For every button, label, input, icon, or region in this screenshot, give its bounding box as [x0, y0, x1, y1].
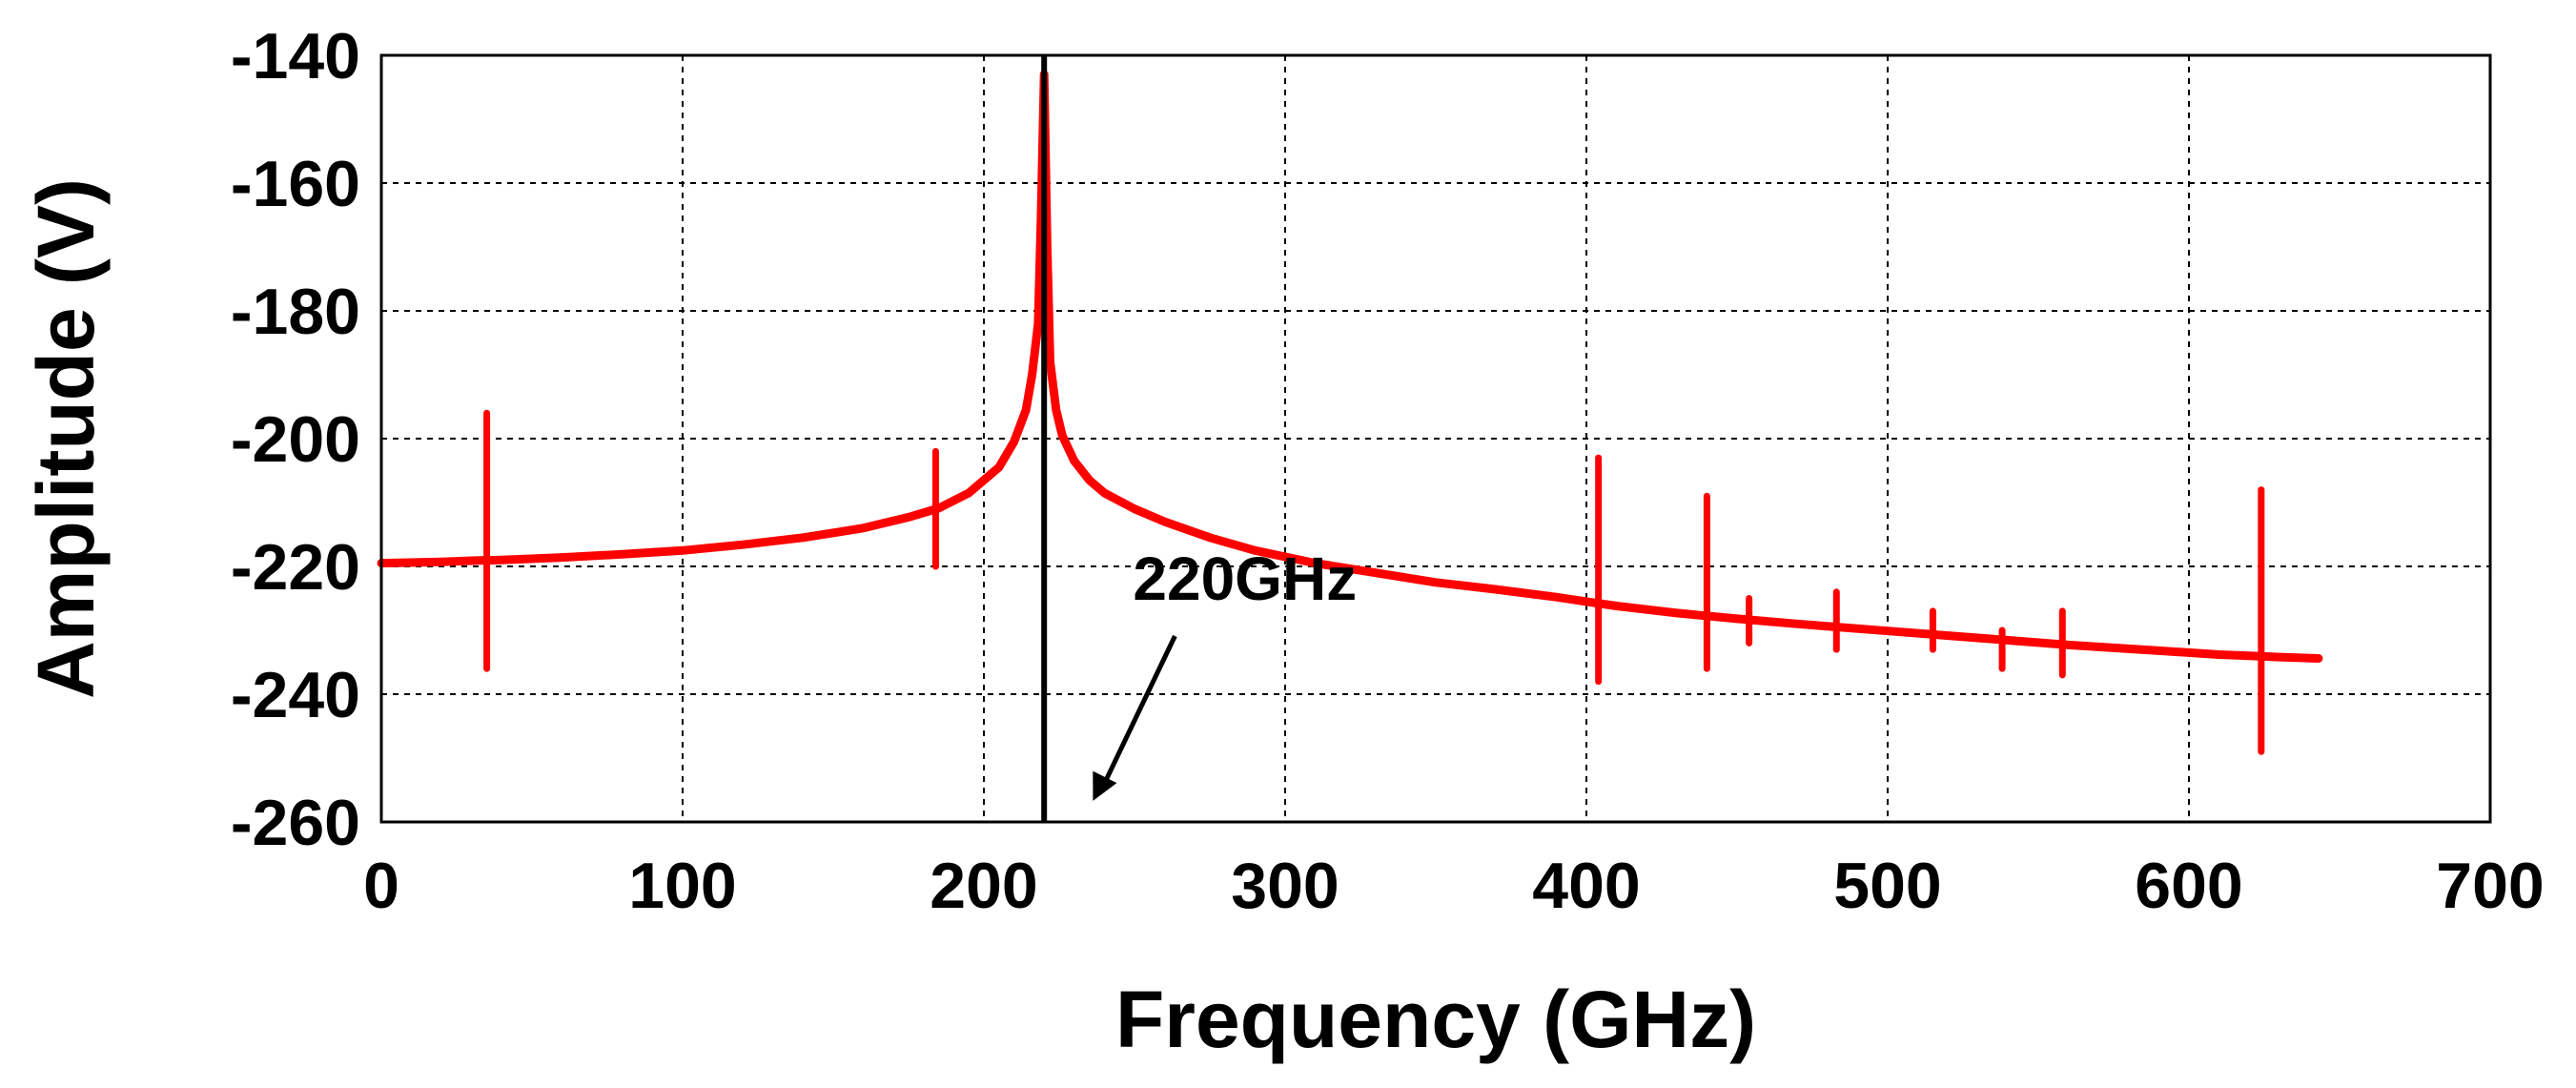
annotation-arrow-shaft [1100, 634, 1177, 789]
y-tick-label: -220 [231, 531, 360, 604]
y-axis-title: Amplitude (V) [21, 178, 111, 699]
y-tick-label: -260 [231, 787, 360, 859]
annotation-arrow-head [1093, 770, 1117, 801]
y-tick-label: -160 [231, 148, 360, 220]
x-tick-label: 100 [628, 850, 736, 922]
x-tick-label: 400 [1532, 850, 1640, 922]
tick-labels: 0 100 200 300 400 500 600 700 -260 -240 -220 -200 -1… [231, 20, 2545, 922]
x-tick-label: 500 [1833, 850, 1941, 922]
annotation-layer: 220GHz [1093, 544, 1357, 801]
annotation-label: 220GHz [1133, 544, 1357, 613]
y-tick-label: -240 [231, 659, 360, 731]
plot-frame [379, 53, 2492, 824]
spectrum-line [377, 70, 2323, 663]
y-tick-label: -180 [231, 276, 360, 348]
grid-lines [381, 55, 2490, 822]
series-layer [377, 70, 2323, 755]
x-axis-title: Frequency (GHz) [1115, 975, 1756, 1064]
y-tick-label: -200 [231, 403, 360, 476]
x-tick-label: 0 [363, 850, 399, 922]
x-tick-label: 200 [930, 850, 1037, 922]
x-tick-label: 600 [2135, 850, 2242, 922]
x-tick-label: 300 [1231, 850, 1339, 922]
x-tick-label: 700 [2436, 850, 2544, 922]
y-tick-label: -140 [231, 20, 360, 92]
